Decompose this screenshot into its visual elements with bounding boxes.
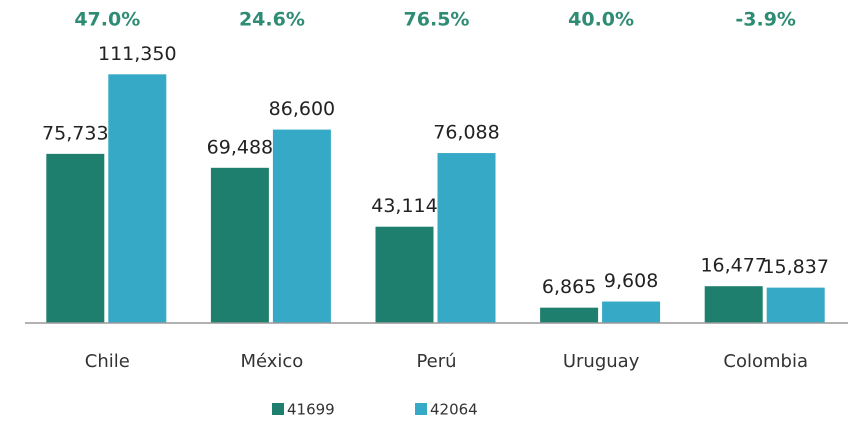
x-tick-label: Perú xyxy=(416,351,456,372)
change-label: 40.0% xyxy=(568,9,634,31)
x-tick-label: Colombia xyxy=(723,351,808,372)
value-label: 9,608 xyxy=(604,270,658,292)
bar xyxy=(437,153,496,323)
value-label: 76,088 xyxy=(433,122,499,144)
change-label: 24.6% xyxy=(239,9,305,31)
x-tick-label: Chile xyxy=(85,351,130,372)
bar xyxy=(46,153,105,323)
value-label: 69,488 xyxy=(207,136,273,158)
value-label: 15,837 xyxy=(762,256,828,278)
bar xyxy=(272,129,331,323)
bar xyxy=(375,226,434,323)
value-label: 43,114 xyxy=(371,195,437,217)
bar xyxy=(602,301,661,323)
change-label: 76.5% xyxy=(404,9,470,31)
bar xyxy=(540,307,599,323)
change-label: -3.9% xyxy=(735,9,796,31)
legend-label: 42064 xyxy=(430,401,478,419)
value-label: 111,350 xyxy=(98,43,177,65)
x-tick-label: Uruguay xyxy=(563,351,640,372)
x-tick-label: México xyxy=(240,351,303,372)
legend-label: 41699 xyxy=(287,401,335,419)
value-label: 6,865 xyxy=(542,276,596,298)
value-label: 75,733 xyxy=(42,122,108,144)
bar xyxy=(108,74,167,324)
legend-swatch xyxy=(415,403,427,415)
bar xyxy=(210,167,269,323)
change-label: 47.0% xyxy=(74,9,140,31)
bar xyxy=(704,286,763,323)
value-label: 16,477 xyxy=(700,255,766,277)
value-label: 86,600 xyxy=(269,98,335,120)
bar xyxy=(766,287,825,323)
legend-swatch xyxy=(272,403,284,415)
